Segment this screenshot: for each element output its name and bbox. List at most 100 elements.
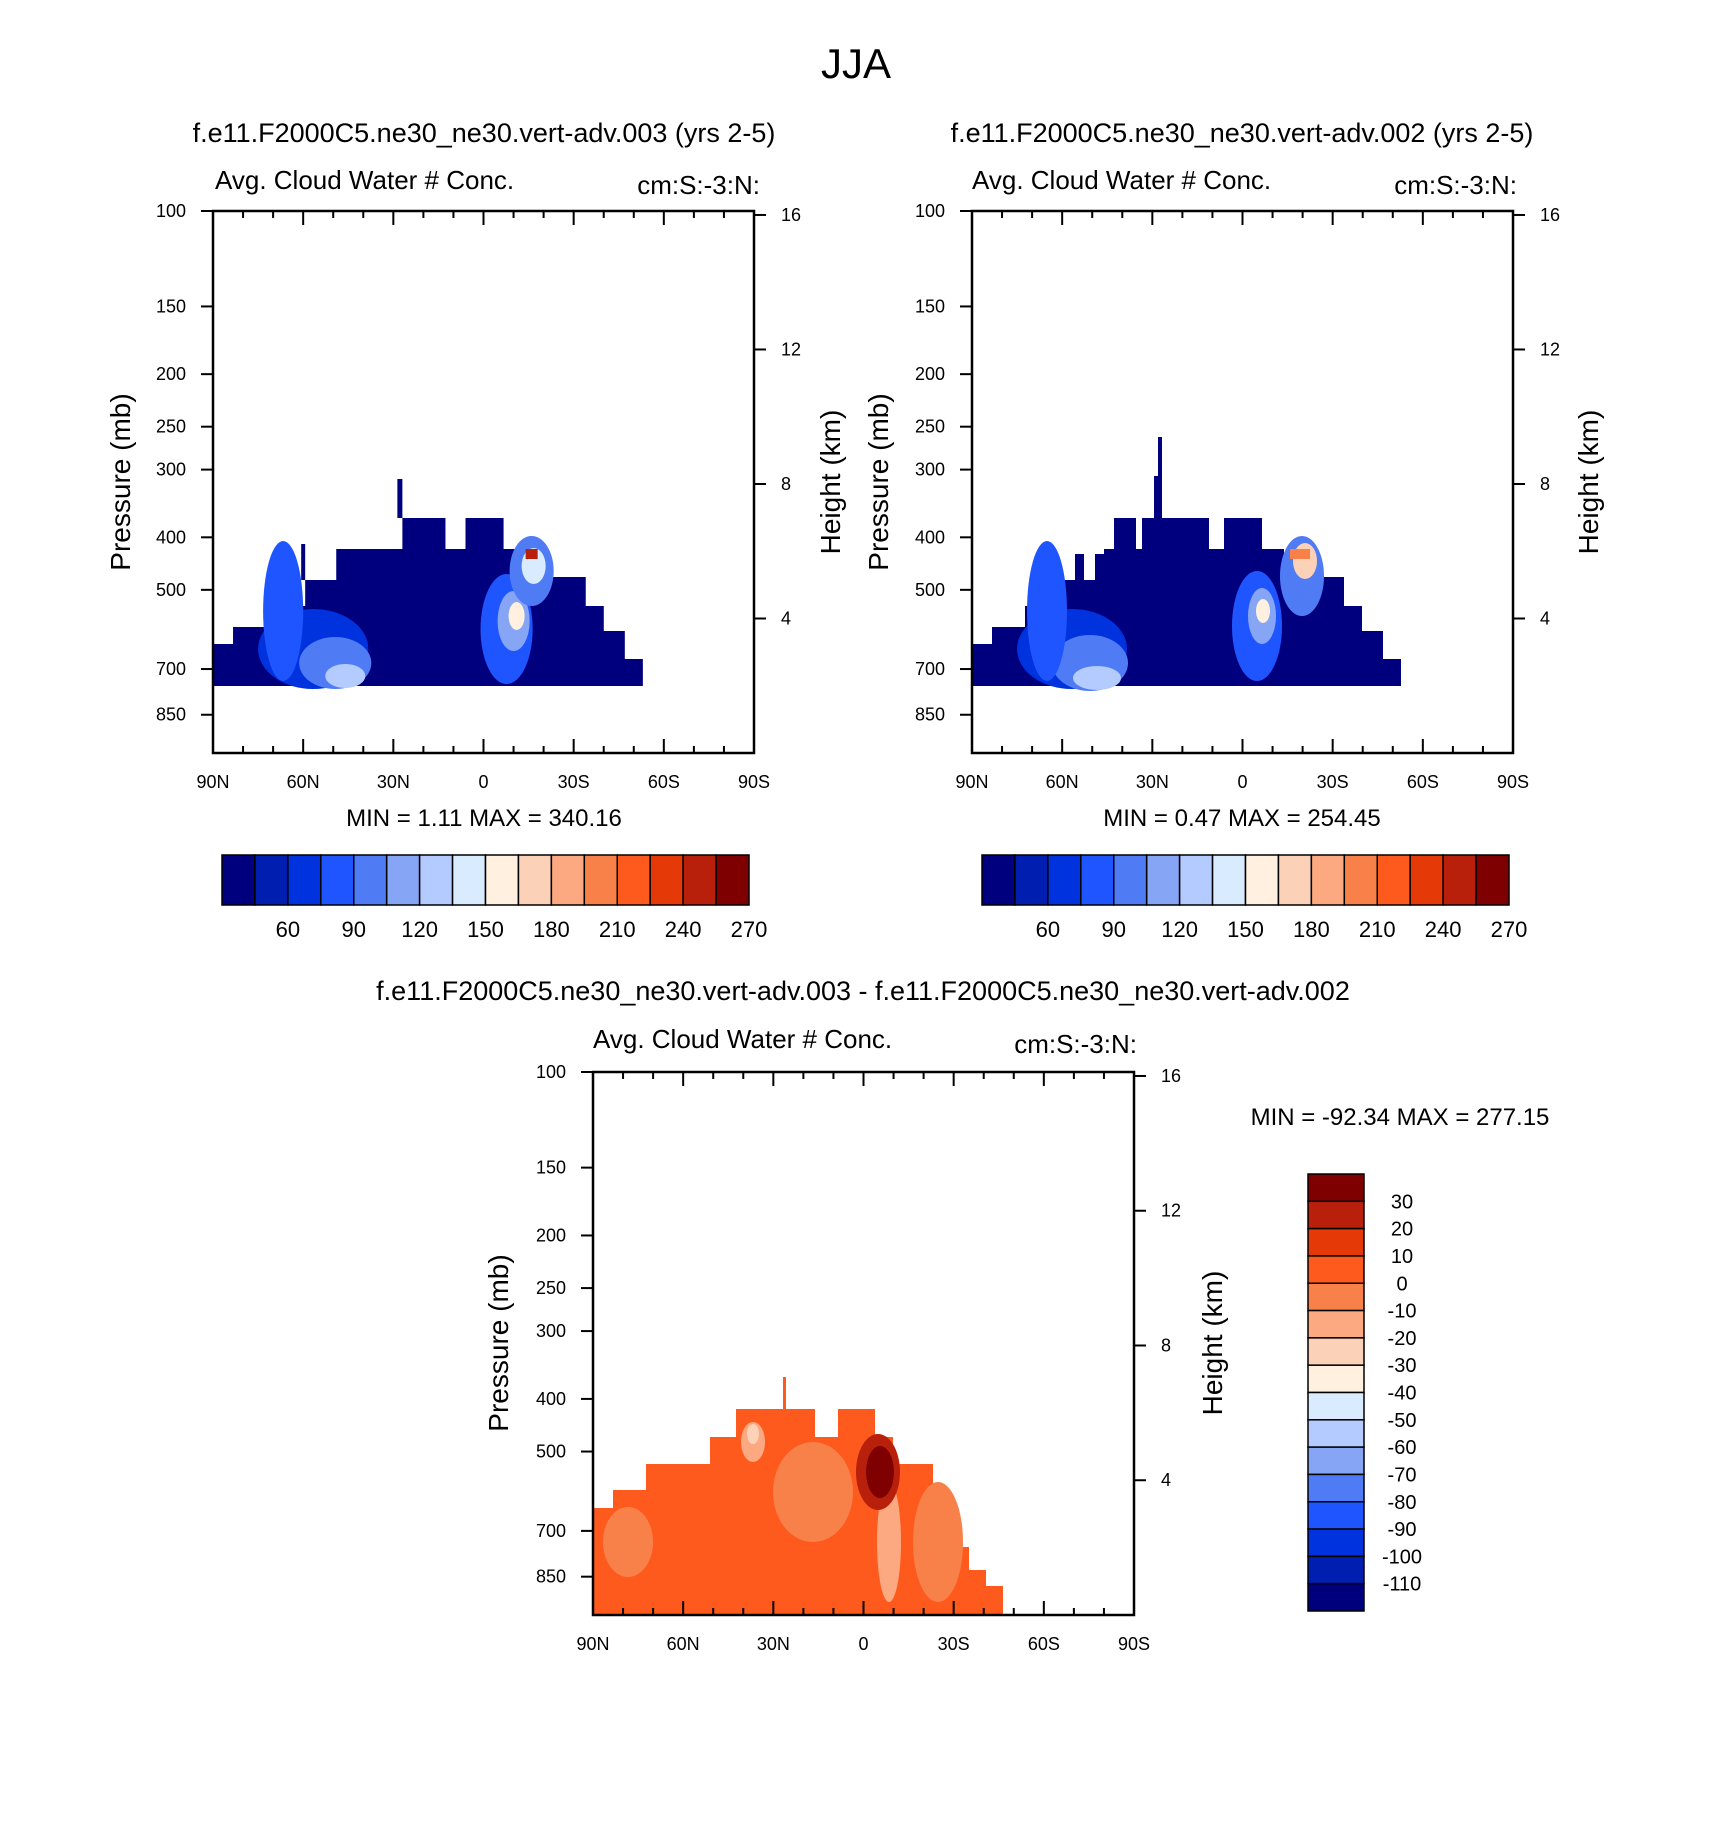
blob-blue-4 xyxy=(1027,541,1067,681)
colorbar-label: -40 xyxy=(1388,1383,1417,1405)
colorbar-box xyxy=(715,854,750,906)
colorbar-box xyxy=(1307,1255,1365,1284)
colorbar-box xyxy=(1307,1337,1365,1366)
heatmap-field xyxy=(593,1377,1003,1615)
spike xyxy=(1158,437,1162,518)
colorbar-box xyxy=(981,854,1016,906)
x-tick-label: 90N xyxy=(196,772,229,792)
x-tick-label: 0 xyxy=(1237,772,1247,792)
y-tick-label: 700 xyxy=(915,659,945,679)
blob-upper-2 xyxy=(1293,543,1317,579)
y-axis-label-right: Height (km) xyxy=(815,410,846,555)
colorbar-box xyxy=(1409,854,1444,906)
x-tick-label: 60S xyxy=(648,772,680,792)
colorbar-label: 120 xyxy=(401,917,438,942)
colorbar-box xyxy=(1307,1282,1365,1312)
colorbar-box xyxy=(1307,1200,1365,1230)
colorbar-label: 120 xyxy=(1161,917,1198,942)
colorbar-box xyxy=(1307,1364,1365,1394)
colorbar-label: -10 xyxy=(1388,1301,1417,1323)
y-axis-label: Pressure (mb) xyxy=(105,393,136,570)
y-tick-label: 300 xyxy=(156,460,186,480)
colorbar-label: 210 xyxy=(1359,917,1396,942)
y-tick-label: 400 xyxy=(915,527,945,547)
colorbar-box xyxy=(616,854,651,906)
colorbar-label: 180 xyxy=(533,917,570,942)
colorbar-label: 90 xyxy=(342,917,366,942)
y-tick-label: 300 xyxy=(536,1321,566,1341)
y-right-tick-label: 12 xyxy=(1540,339,1560,359)
colorbar-label: -30 xyxy=(1388,1355,1417,1377)
figure-title: JJA xyxy=(821,40,891,87)
blob-blue-3 xyxy=(1073,666,1121,690)
x-tick-label: 30N xyxy=(757,1634,790,1654)
colorbar-label: 20 xyxy=(1391,1219,1413,1241)
colorbar-box xyxy=(1307,1501,1365,1530)
y-axis-label: Pressure (mb) xyxy=(863,393,894,570)
colorbar: 60 90 120 150 180 210 240 270 xyxy=(981,854,1527,942)
y-tick-label: 400 xyxy=(156,527,186,547)
x-tick-label: 0 xyxy=(858,1634,868,1654)
panel-top-right: f.e11.F2000C5.ne30_ne30.vert-adv.002 (yr… xyxy=(863,118,1604,942)
panel-left-string: Avg. Cloud Water # Conc. xyxy=(972,165,1271,195)
colorbar-label: 0 xyxy=(1396,1273,1407,1295)
colorbar-box xyxy=(1442,854,1477,906)
colorbar-box xyxy=(353,854,388,906)
stats-text: MIN = 1.11 MAX = 340.16 xyxy=(346,805,622,832)
colorbar-label: 240 xyxy=(1425,917,1462,942)
colorbar-box xyxy=(451,854,487,906)
x-tick-label: 90N xyxy=(955,772,988,792)
y-tick-label: 700 xyxy=(536,1521,566,1541)
x-tick-label: 30S xyxy=(938,1634,970,1654)
y-axis-label-right: Height (km) xyxy=(1573,410,1604,555)
panel-right-string: cm:S:-3:N: xyxy=(1394,170,1517,200)
colorbar-box xyxy=(1113,854,1148,906)
colorbar-label: 10 xyxy=(1391,1246,1413,1268)
colorbar-box xyxy=(1307,1528,1365,1558)
colorbar-box xyxy=(1307,1227,1365,1257)
colorbar-box xyxy=(287,854,322,906)
y-tick-label: 250 xyxy=(915,417,945,437)
blob-blue-3 xyxy=(325,664,366,688)
colorbar-box xyxy=(1307,1473,1365,1503)
y-tick-label: 100 xyxy=(536,1062,566,1082)
x-tick-label: 60S xyxy=(1407,772,1439,792)
stats-text: MIN = -92.34 MAX = 277.15 xyxy=(1251,1104,1550,1131)
diff-strong-2 xyxy=(866,1446,894,1498)
x-tick-label: 30S xyxy=(558,772,590,792)
x-tick-label: 30S xyxy=(1317,772,1349,792)
y-tick-label: 500 xyxy=(536,1442,566,1462)
colorbar-box xyxy=(484,854,520,906)
colorbar-label: 60 xyxy=(276,917,300,942)
colorbar-label: 30 xyxy=(1391,1191,1413,1213)
x-tick-label: 60N xyxy=(287,772,320,792)
colorbar-box xyxy=(1014,854,1049,906)
max-patch xyxy=(1290,549,1310,559)
panel-bottom: f.e11.F2000C5.ne30_ne30.vert-adv.003 - f… xyxy=(376,976,1549,1654)
y-right-tick-label: 16 xyxy=(781,205,801,225)
y-tick-label: 500 xyxy=(156,580,186,600)
colorbar-label: -100 xyxy=(1382,1546,1422,1568)
colorbar-label: -110 xyxy=(1383,1574,1422,1596)
colorbar-box xyxy=(1376,854,1411,906)
diff-light-1 xyxy=(773,1442,853,1542)
colorbar-box xyxy=(1244,854,1280,906)
blob-mid-3 xyxy=(1256,599,1270,623)
x-tick-label: 30N xyxy=(1136,772,1169,792)
colorbar: 30 20 10 0 -10 -20 -30 -40 -50 -60 -70 -80 -90 -100 -1… xyxy=(1307,1173,1422,1612)
panel-top-left: f.e11.F2000C5.ne30_ne30.vert-adv.003 (yr… xyxy=(105,118,846,942)
blob-blue-4 xyxy=(263,541,304,681)
y-tick-label: 500 xyxy=(915,580,945,600)
colorbar: 60 90 120 150 180 210 240 270 xyxy=(221,854,767,942)
field-mask-shape xyxy=(593,1377,1003,1615)
colorbar-label: -80 xyxy=(1388,1492,1417,1514)
colorbar-box xyxy=(517,854,553,906)
x-tick-label: 90S xyxy=(738,772,770,792)
colorbar-label: -20 xyxy=(1388,1328,1417,1350)
colorbar-box xyxy=(1307,1309,1365,1339)
blob-mid-3 xyxy=(508,602,525,630)
colorbar-label: -60 xyxy=(1388,1437,1417,1459)
spike-2 xyxy=(1154,476,1158,518)
axes: 90N 60N 30N 0 30S 60S 90S 100 150 200 250 300 400 500… xyxy=(915,201,1560,792)
